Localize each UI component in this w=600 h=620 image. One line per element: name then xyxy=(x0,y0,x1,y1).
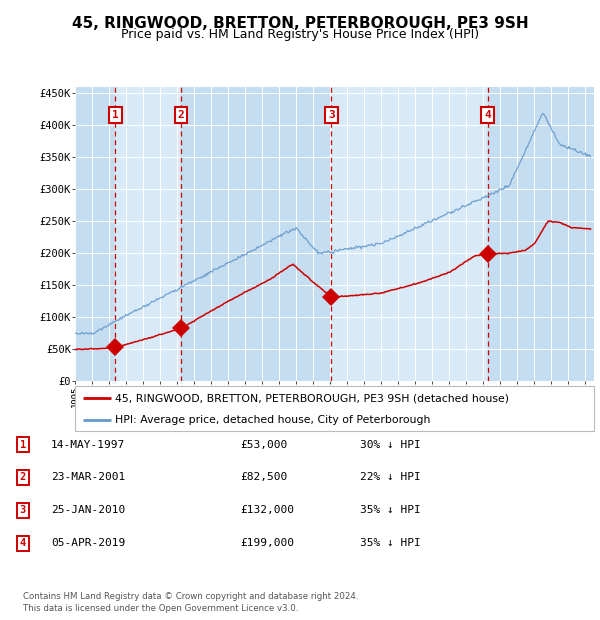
Text: Price paid vs. HM Land Registry's House Price Index (HPI): Price paid vs. HM Land Registry's House … xyxy=(121,28,479,41)
Text: 45, RINGWOOD, BRETTON, PETERBOROUGH, PE3 9SH (detached house): 45, RINGWOOD, BRETTON, PETERBOROUGH, PE3… xyxy=(115,393,509,404)
Text: 22% ↓ HPI: 22% ↓ HPI xyxy=(360,472,421,482)
Text: 4: 4 xyxy=(20,538,26,548)
Text: 14-MAY-1997: 14-MAY-1997 xyxy=(51,440,125,450)
Text: Contains HM Land Registry data © Crown copyright and database right 2024.
This d: Contains HM Land Registry data © Crown c… xyxy=(23,591,358,613)
Text: 30% ↓ HPI: 30% ↓ HPI xyxy=(360,440,421,450)
Bar xyxy=(331,87,488,381)
Bar xyxy=(181,87,331,381)
FancyBboxPatch shape xyxy=(75,386,594,431)
Text: £53,000: £53,000 xyxy=(240,440,287,450)
Bar xyxy=(75,87,115,381)
Text: 2: 2 xyxy=(178,110,184,120)
Bar xyxy=(488,87,594,381)
Text: 35% ↓ HPI: 35% ↓ HPI xyxy=(360,505,421,515)
Text: £82,500: £82,500 xyxy=(240,472,287,482)
Text: 3: 3 xyxy=(20,505,26,515)
Text: 4: 4 xyxy=(484,110,491,120)
Text: 05-APR-2019: 05-APR-2019 xyxy=(51,538,125,548)
Bar xyxy=(115,87,181,381)
Text: 3: 3 xyxy=(328,110,335,120)
Text: £199,000: £199,000 xyxy=(240,538,294,548)
Text: £132,000: £132,000 xyxy=(240,505,294,515)
Text: 1: 1 xyxy=(112,110,119,120)
Text: HPI: Average price, detached house, City of Peterborough: HPI: Average price, detached house, City… xyxy=(115,415,431,425)
Text: 35% ↓ HPI: 35% ↓ HPI xyxy=(360,538,421,548)
Text: 1: 1 xyxy=(20,440,26,450)
Text: 25-JAN-2010: 25-JAN-2010 xyxy=(51,505,125,515)
Text: 23-MAR-2001: 23-MAR-2001 xyxy=(51,472,125,482)
Text: 2: 2 xyxy=(20,472,26,482)
Text: 45, RINGWOOD, BRETTON, PETERBOROUGH, PE3 9SH: 45, RINGWOOD, BRETTON, PETERBOROUGH, PE3… xyxy=(71,16,529,30)
